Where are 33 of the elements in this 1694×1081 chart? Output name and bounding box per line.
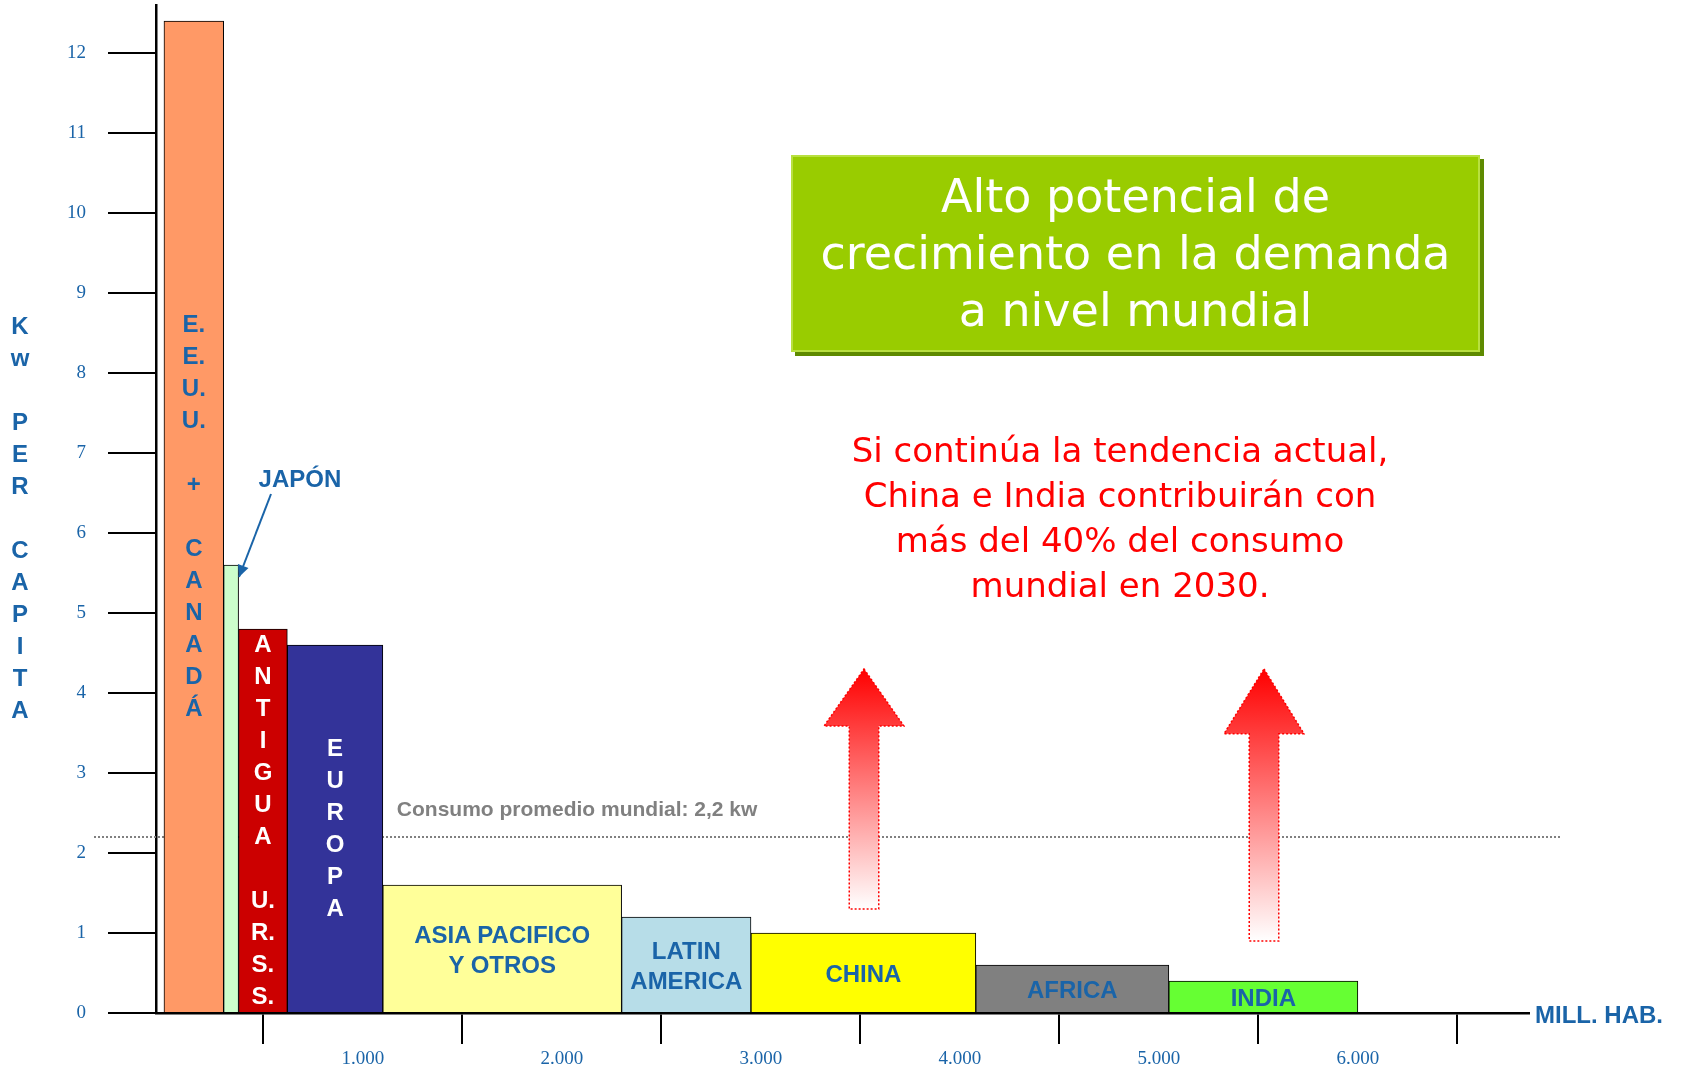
x-tick-label: 2.000 [540,1047,584,1069]
y-tick-label: 3 [76,760,86,782]
x-axis-title: MILL. HAB. [1535,1000,1663,1028]
x-tick-label: 4.000 [938,1047,982,1069]
y-tick-label: 7 [76,440,86,462]
y-tick-label: 5 [76,600,86,622]
category-label: E.E.U.U. + CANADÁ [181,309,206,721]
y-tick-label: 1 [76,920,86,942]
category-label: ANTIGUA U.R.S.S. [250,629,275,1009]
y-tick-label: 8 [76,360,86,382]
category-label: EUROPA [325,733,345,921]
category-label: CHINA [825,959,902,987]
category-label: ASIA PACIFICO Y OTROS [414,920,591,978]
x-tick-label: 6.000 [1336,1047,1380,1069]
annotation: Si continúa la tendencia actual, China e India contribuirán con más del 40% del consumo mundial en 2030. [850,429,1390,607]
y-tick-label: 11 [67,120,86,142]
category-label: INDIA [1230,983,1297,1011]
text: Kw PER CAPITA [10,311,30,723]
x-tick-label: 5.000 [1137,1047,1181,1069]
y-tick-label: 4 [76,680,87,702]
ref-line-label: Consumo promedio mundial: 2,2 kw [396,797,759,821]
category-label: JAPÓN [258,464,342,492]
y-tick-label: 10 [67,200,86,222]
y-tick-label: 9 [76,280,86,302]
y-tick-label: 12 [67,40,86,62]
category-label: AFRICA [1027,975,1118,1003]
y-tick-label: 0 [76,1000,86,1022]
x-tick-label: 3.000 [739,1047,783,1069]
x-tick-label: 1.000 [341,1047,385,1069]
y-tick-label: 2 [76,840,86,862]
y-tick-label: 6 [76,520,86,542]
annotation: Alto potencial de crecimiento en la demanda a nivel mundial [791,155,1480,352]
category-label: LATIN AMERICA [630,936,743,994]
